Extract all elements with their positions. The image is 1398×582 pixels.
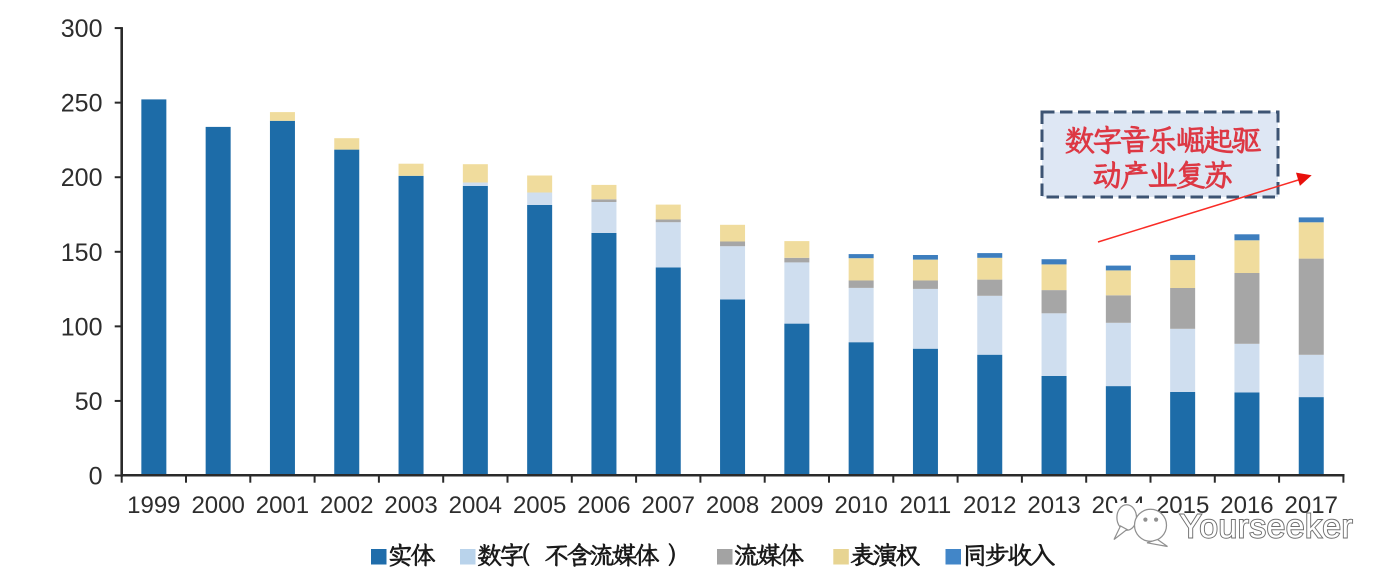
svg-text:2004: 2004 xyxy=(449,492,502,519)
svg-text:2016: 2016 xyxy=(1220,492,1273,519)
svg-text:150: 150 xyxy=(61,239,103,267)
svg-text:2001: 2001 xyxy=(256,492,309,519)
svg-text:250: 250 xyxy=(61,90,103,118)
svg-text:2007: 2007 xyxy=(642,492,695,519)
svg-text:Yourseeker: Yourseeker xyxy=(1180,509,1354,546)
svg-text:2009: 2009 xyxy=(770,492,823,519)
svg-text:2015: 2015 xyxy=(1156,492,1209,519)
svg-text:2005: 2005 xyxy=(513,492,566,519)
svg-text:2012: 2012 xyxy=(963,492,1016,519)
svg-text:2011: 2011 xyxy=(900,492,952,519)
svg-text:200: 200 xyxy=(61,164,103,192)
svg-text:300: 300 xyxy=(61,15,103,43)
svg-text:2008: 2008 xyxy=(706,492,759,519)
svg-text:2006: 2006 xyxy=(577,492,630,519)
svg-text:2013: 2013 xyxy=(1027,492,1080,519)
svg-text:100: 100 xyxy=(61,313,103,341)
svg-text:2002: 2002 xyxy=(320,492,373,519)
svg-text:0: 0 xyxy=(89,463,103,491)
svg-text:2010: 2010 xyxy=(834,492,887,519)
svg-text:2003: 2003 xyxy=(384,492,437,519)
svg-text:1999: 1999 xyxy=(127,492,180,519)
svg-text:2017: 2017 xyxy=(1285,492,1338,519)
svg-text:2000: 2000 xyxy=(191,492,244,519)
svg-text:50: 50 xyxy=(75,388,103,416)
